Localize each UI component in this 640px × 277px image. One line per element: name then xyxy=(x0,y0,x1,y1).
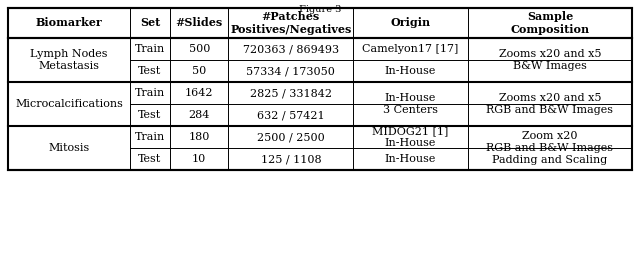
Bar xyxy=(8,8,632,170)
Text: Biomarker: Biomarker xyxy=(36,17,102,29)
Text: 2825 / 331842: 2825 / 331842 xyxy=(250,88,332,98)
Text: #Slides: #Slides xyxy=(175,17,223,29)
Text: #Patches
Positives/Negatives: #Patches Positives/Negatives xyxy=(230,11,351,35)
Text: Test: Test xyxy=(138,110,161,120)
Text: 500: 500 xyxy=(189,44,210,54)
Text: Train: Train xyxy=(135,88,165,98)
Text: Origin: Origin xyxy=(390,17,431,29)
Text: Figure 3: Figure 3 xyxy=(299,5,341,14)
Text: In-House: In-House xyxy=(385,154,436,164)
Text: 180: 180 xyxy=(189,132,210,142)
Text: Camelyon17 [17]: Camelyon17 [17] xyxy=(362,44,459,54)
Text: 10: 10 xyxy=(192,154,206,164)
Text: Microcalcifications: Microcalcifications xyxy=(15,99,123,109)
Text: 1642: 1642 xyxy=(185,88,214,98)
Text: 720363 / 869493: 720363 / 869493 xyxy=(243,44,339,54)
Text: Train: Train xyxy=(135,44,165,54)
Text: Test: Test xyxy=(138,66,161,76)
Text: Zooms x20 and x5
RGB and B&W Images: Zooms x20 and x5 RGB and B&W Images xyxy=(486,93,613,115)
Text: In-House
3 Centers: In-House 3 Centers xyxy=(383,93,438,115)
Text: Zoom x20
RGB and B&W Images
Padding and Scaling: Zoom x20 RGB and B&W Images Padding and … xyxy=(486,130,613,165)
Text: Set: Set xyxy=(140,17,160,29)
Text: Lymph Nodes
Metastasis: Lymph Nodes Metastasis xyxy=(30,49,108,71)
Text: Train: Train xyxy=(135,132,165,142)
Text: Mitosis: Mitosis xyxy=(48,143,90,153)
Text: 57334 / 173050: 57334 / 173050 xyxy=(246,66,335,76)
Text: 284: 284 xyxy=(189,110,210,120)
Text: MIDOG21 [1]
In-House: MIDOG21 [1] In-House xyxy=(372,126,449,148)
Text: 125 / 1108: 125 / 1108 xyxy=(260,154,321,164)
Text: Test: Test xyxy=(138,154,161,164)
Text: Zooms x20 and x5
B&W Images: Zooms x20 and x5 B&W Images xyxy=(499,49,601,71)
Text: Sample
Composition: Sample Composition xyxy=(510,11,589,35)
Text: 50: 50 xyxy=(192,66,206,76)
Text: In-House: In-House xyxy=(385,66,436,76)
Text: 2500 / 2500: 2500 / 2500 xyxy=(257,132,324,142)
Text: 632 / 57421: 632 / 57421 xyxy=(257,110,324,120)
